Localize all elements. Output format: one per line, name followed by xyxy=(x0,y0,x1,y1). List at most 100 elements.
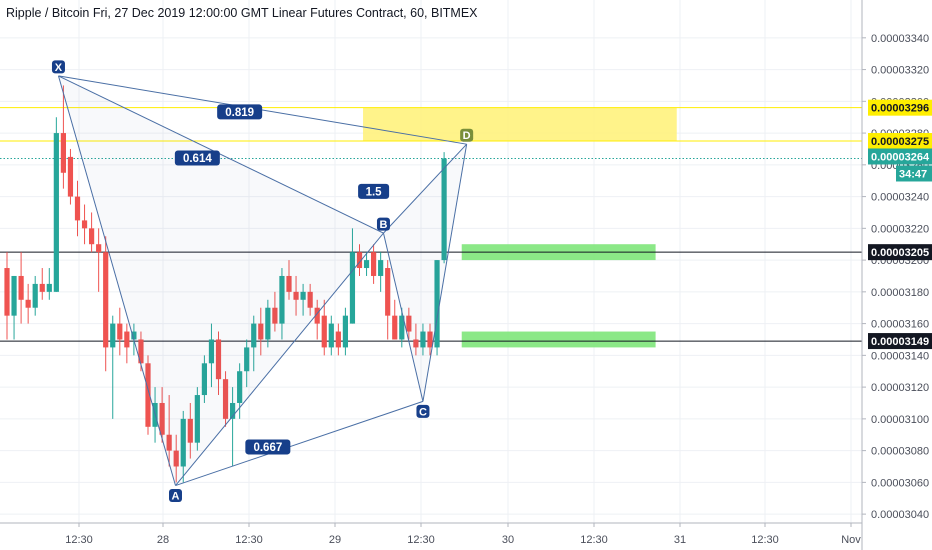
candle-body xyxy=(110,323,116,348)
candle-body xyxy=(244,347,250,372)
y-tick-label: 0.00003220 xyxy=(871,223,929,235)
candle-body xyxy=(60,133,66,173)
price-tag: 34:47 xyxy=(899,168,927,180)
candle-body xyxy=(286,275,292,292)
price-tag-bg xyxy=(868,133,932,150)
price-tag-bg xyxy=(868,99,932,116)
y-tick-label: 0.00003320 xyxy=(871,65,929,77)
pattern-leg-xb xyxy=(58,75,384,234)
candle-body xyxy=(187,418,193,443)
price-tag-bg xyxy=(868,244,932,261)
point-label-bg-d xyxy=(460,128,474,142)
price-tag: 0.00003275 xyxy=(871,136,929,148)
ratio-label-bg xyxy=(217,104,263,120)
candle-body xyxy=(67,156,74,197)
candle-body xyxy=(74,196,81,221)
bcd-triangle xyxy=(383,144,467,402)
candle-body xyxy=(4,268,10,316)
pattern-leg-bc xyxy=(382,232,424,402)
candle-body xyxy=(230,402,236,419)
x-tick-label: 12:30 xyxy=(751,534,779,546)
point-label-b: B xyxy=(379,219,387,231)
candle-body xyxy=(300,291,306,300)
y-tick-label: 0.00003120 xyxy=(871,382,929,394)
point-label-bg-a xyxy=(168,489,182,503)
candle-body xyxy=(321,315,327,348)
candle-body xyxy=(166,434,172,451)
point-label-bg-c xyxy=(416,404,430,418)
candle-body xyxy=(272,307,278,324)
harmonic-pattern: 0.819 0.614 1.5 0.667 X A B C D xyxy=(51,60,474,503)
point-label-x: X xyxy=(55,62,63,74)
candle-body xyxy=(11,275,17,316)
candle-body xyxy=(314,307,320,324)
point-label-c: C xyxy=(419,406,427,418)
pattern-leg-xa xyxy=(57,75,176,486)
candle-body xyxy=(180,418,186,467)
ratio-label-bg xyxy=(174,150,220,166)
x-tick-label: 28 xyxy=(157,534,169,546)
candle-body xyxy=(406,315,412,332)
candle-body xyxy=(427,331,433,348)
price-tag: 0.00003205 xyxy=(871,247,929,259)
price-tag-bg xyxy=(868,333,932,350)
price-tag-bg xyxy=(896,165,932,182)
yellow-zone xyxy=(363,107,677,142)
candle-body xyxy=(356,252,363,269)
point-label-bg-b xyxy=(376,217,390,231)
ratio-label: 0.819 xyxy=(225,107,254,119)
ratio-label: 0.667 xyxy=(253,442,282,454)
xab-triangle xyxy=(58,75,384,486)
price-tag: 0.00003296 xyxy=(871,103,929,115)
candle-body xyxy=(131,331,137,340)
pattern-leg-ab xyxy=(175,232,384,486)
x-tick-label: 31 xyxy=(674,534,686,546)
candle-body xyxy=(328,323,334,348)
candle-body xyxy=(349,252,356,324)
candle-body xyxy=(363,260,370,269)
candle-body xyxy=(420,331,426,348)
candle-body xyxy=(307,291,313,308)
ratio-label: 0.614 xyxy=(183,153,212,165)
candles xyxy=(4,85,447,483)
chart-title: Ripple / Bitcoin Fri, 27 Dec 2019 12:00:… xyxy=(6,6,478,20)
green-zone xyxy=(461,331,656,348)
candle-body xyxy=(18,275,24,300)
y-tick-label: 0.00003080 xyxy=(871,446,929,458)
candle-body xyxy=(201,363,207,396)
price-tag: 0.00003264 xyxy=(871,151,930,163)
price-tag: 0.00003149 xyxy=(871,336,929,348)
candle-body xyxy=(145,363,151,427)
y-tick-label: 0.00003180 xyxy=(871,287,929,299)
candle-body xyxy=(138,339,144,364)
candle-body xyxy=(392,315,398,340)
candle-body xyxy=(194,395,200,443)
candle-body xyxy=(103,252,109,348)
candle-body xyxy=(399,315,405,340)
candle-body xyxy=(96,244,102,253)
pattern-leg-cd xyxy=(422,144,468,402)
candle-body xyxy=(413,339,419,348)
candle-body xyxy=(222,379,229,419)
candle-body xyxy=(342,315,348,348)
candle-body xyxy=(434,260,440,348)
candle-body xyxy=(215,339,222,380)
candle-body xyxy=(32,283,38,308)
candle-body xyxy=(251,323,257,348)
y-tick-label: 0.00003140 xyxy=(871,350,929,362)
x-tick-label: 12:30 xyxy=(235,534,263,546)
candle-body xyxy=(159,402,165,435)
candle-body xyxy=(173,450,179,467)
point-label-bg-x xyxy=(51,60,65,74)
candle-body xyxy=(279,275,285,324)
candle-body xyxy=(46,283,52,292)
y-tick-label: 0.00003240 xyxy=(871,192,929,204)
candle-body xyxy=(124,331,130,348)
ratio-label: 1.5 xyxy=(366,186,383,198)
pattern-leg-ac xyxy=(175,400,424,487)
candle-body xyxy=(89,228,95,245)
candle-body xyxy=(208,339,215,364)
candle-body xyxy=(385,268,391,316)
